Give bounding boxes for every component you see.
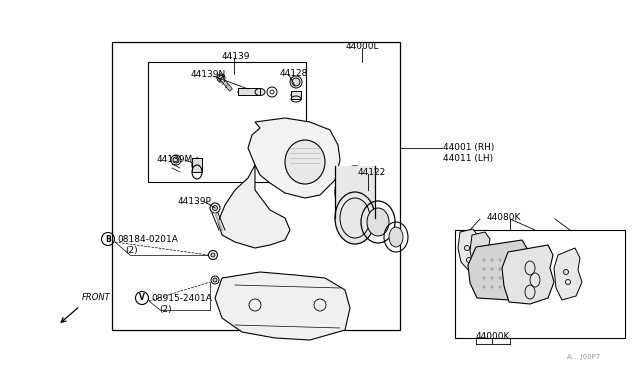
Bar bbox=[455, 230, 625, 338]
Bar bbox=[192, 158, 202, 172]
Text: B: B bbox=[105, 234, 111, 244]
Bar bbox=[291, 91, 301, 99]
Polygon shape bbox=[554, 248, 582, 300]
Polygon shape bbox=[248, 118, 340, 198]
Text: 08915-2401A: 08915-2401A bbox=[151, 294, 212, 303]
Polygon shape bbox=[215, 272, 350, 340]
Text: (2): (2) bbox=[159, 305, 172, 314]
Text: 44139: 44139 bbox=[222, 52, 250, 61]
Ellipse shape bbox=[335, 192, 375, 244]
Text: 44139N: 44139N bbox=[191, 70, 227, 79]
Polygon shape bbox=[470, 232, 492, 275]
Ellipse shape bbox=[367, 208, 389, 236]
Circle shape bbox=[499, 259, 501, 261]
Text: 44000K: 44000K bbox=[476, 332, 510, 341]
Polygon shape bbox=[218, 165, 290, 248]
Text: 44139M: 44139M bbox=[157, 155, 193, 164]
Circle shape bbox=[212, 205, 218, 211]
Bar bbox=[112, 42, 400, 330]
Ellipse shape bbox=[192, 158, 202, 172]
Text: A... J00P7: A... J00P7 bbox=[567, 354, 600, 360]
Circle shape bbox=[483, 259, 485, 261]
Polygon shape bbox=[502, 245, 554, 304]
Circle shape bbox=[491, 277, 493, 279]
Bar bbox=[148, 62, 306, 182]
Circle shape bbox=[213, 278, 217, 282]
Text: 44080K: 44080K bbox=[487, 213, 522, 222]
FancyArrow shape bbox=[220, 77, 232, 91]
Circle shape bbox=[483, 277, 485, 279]
Text: 44122: 44122 bbox=[358, 168, 387, 177]
Circle shape bbox=[173, 157, 179, 163]
Text: 44011 (LH): 44011 (LH) bbox=[443, 154, 493, 163]
Polygon shape bbox=[458, 229, 480, 272]
Circle shape bbox=[292, 78, 300, 86]
Circle shape bbox=[218, 76, 223, 80]
Text: FRONT: FRONT bbox=[82, 293, 111, 302]
Ellipse shape bbox=[255, 89, 265, 96]
Circle shape bbox=[491, 259, 493, 261]
Ellipse shape bbox=[291, 92, 301, 98]
Ellipse shape bbox=[335, 166, 375, 218]
Text: V: V bbox=[139, 294, 145, 302]
Circle shape bbox=[491, 268, 493, 270]
Circle shape bbox=[483, 286, 485, 288]
Circle shape bbox=[499, 277, 501, 279]
Text: 08184-0201A: 08184-0201A bbox=[117, 235, 178, 244]
Circle shape bbox=[499, 286, 501, 288]
Text: 44139P: 44139P bbox=[178, 197, 212, 206]
Text: 44001 (RH): 44001 (RH) bbox=[443, 143, 494, 152]
Circle shape bbox=[483, 268, 485, 270]
Text: 44128: 44128 bbox=[280, 69, 308, 78]
Ellipse shape bbox=[389, 227, 403, 247]
Circle shape bbox=[211, 253, 215, 257]
Text: (2): (2) bbox=[125, 246, 138, 255]
Ellipse shape bbox=[238, 89, 248, 96]
Text: 44000L: 44000L bbox=[346, 42, 380, 51]
Bar bbox=[335, 166, 375, 218]
Circle shape bbox=[499, 268, 501, 270]
Circle shape bbox=[491, 286, 493, 288]
Polygon shape bbox=[468, 240, 530, 300]
Bar bbox=[238, 88, 260, 95]
Ellipse shape bbox=[285, 140, 325, 184]
